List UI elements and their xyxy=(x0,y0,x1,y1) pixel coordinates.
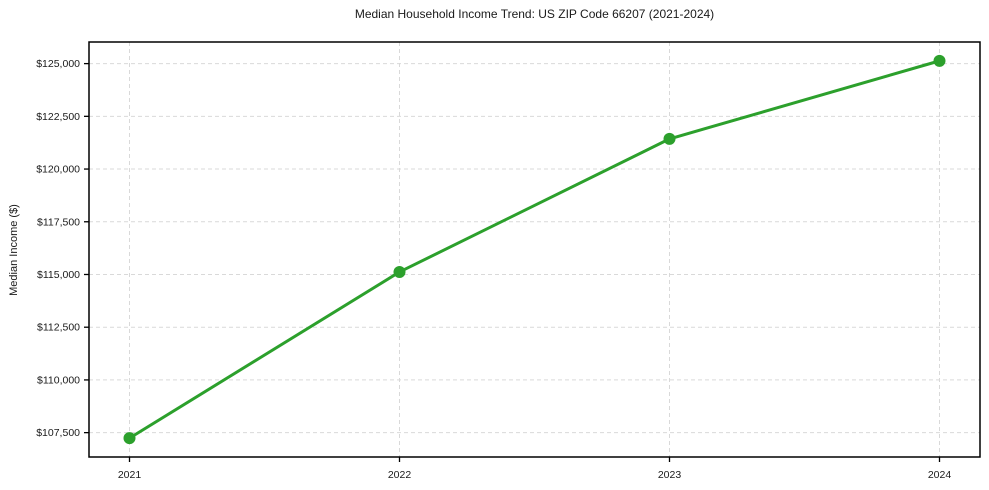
y-tick-label: $120,000 xyxy=(36,164,80,176)
y-tick-label: $112,500 xyxy=(37,322,80,334)
plot-border xyxy=(88,41,981,458)
y-tick-label: $122,500 xyxy=(36,111,80,123)
y-tick-label: $110,000 xyxy=(37,374,80,386)
y-tick-label: $125,000 xyxy=(36,58,80,70)
data-point xyxy=(393,265,406,278)
x-tick-label: 2023 xyxy=(658,469,682,481)
data-point xyxy=(123,432,136,445)
x-tick-label: 2024 xyxy=(928,469,952,481)
y-tick-label: $107,500 xyxy=(36,427,80,439)
trend-line xyxy=(128,59,941,440)
data-point xyxy=(663,132,676,145)
x-tick-label: 2022 xyxy=(388,469,412,481)
x-tick-label: 2021 xyxy=(118,469,142,481)
y-tick-label: $117,500 xyxy=(37,216,80,228)
data-point xyxy=(933,54,946,67)
chart-title: Median Household Income Trend: US ZIP Co… xyxy=(354,7,715,21)
y-tick-label: $115,000 xyxy=(37,269,80,281)
